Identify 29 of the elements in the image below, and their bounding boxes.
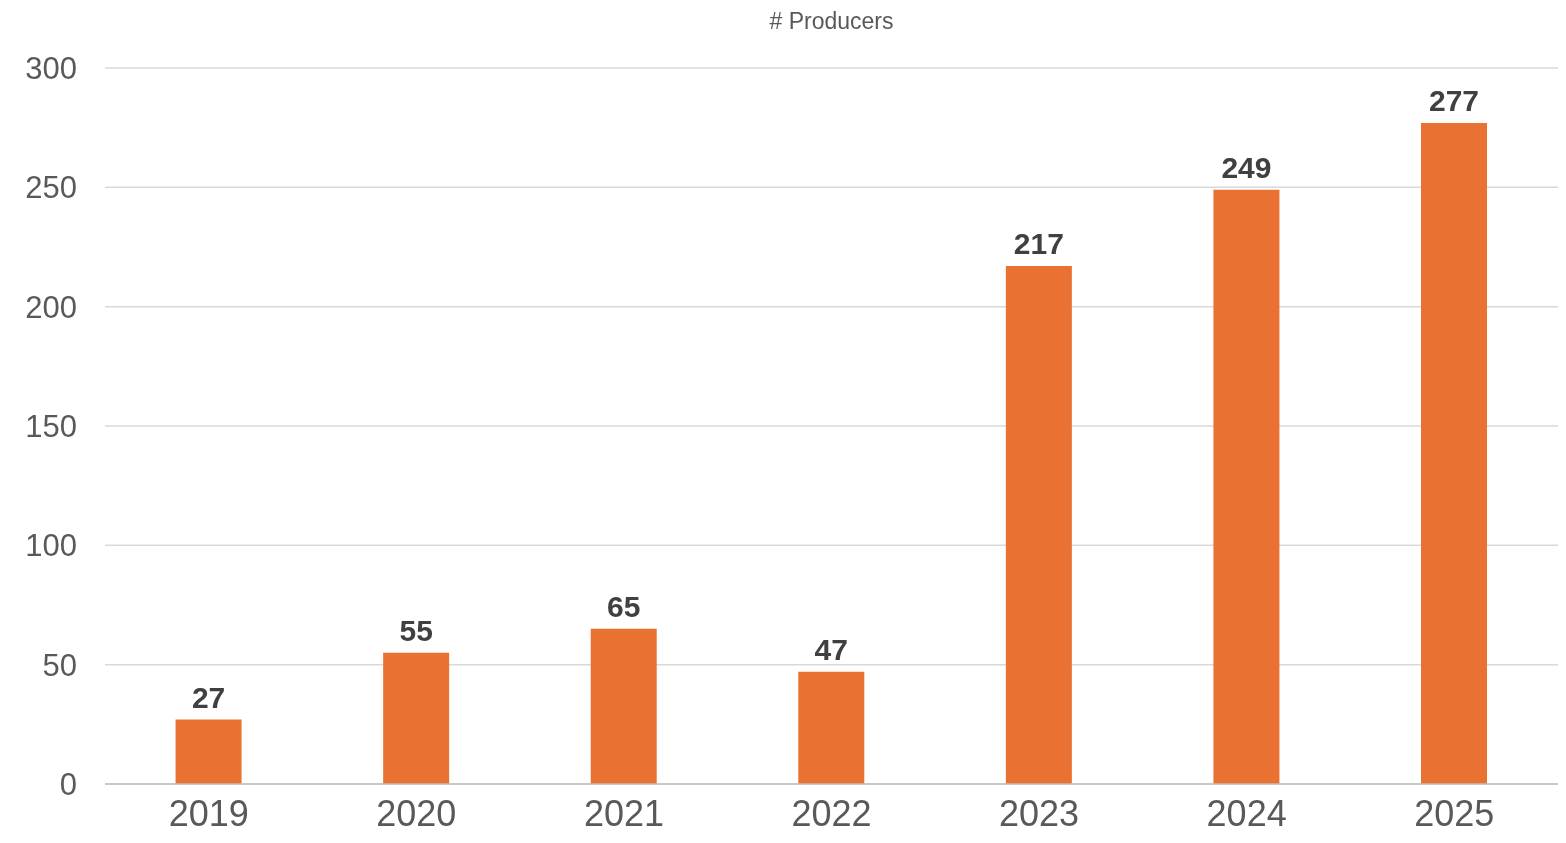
data-label: 55: [399, 613, 433, 647]
chart-title: # Producers: [768, 8, 895, 35]
data-label: 217: [1013, 227, 1064, 261]
bar: [1421, 122, 1487, 784]
bar: [1005, 266, 1072, 784]
y-tick-label: 100: [25, 528, 77, 564]
y-tick-label: 50: [42, 647, 77, 683]
bar: [590, 628, 657, 784]
x-tick-label: 2022: [791, 792, 872, 834]
y-tick-label: 150: [25, 409, 77, 445]
x-tick-label: 2024: [1206, 792, 1287, 834]
bar: [1213, 189, 1280, 784]
x-tick-label: 2023: [999, 792, 1080, 834]
y-tick-label: 0: [59, 767, 77, 803]
bar: [798, 671, 865, 784]
data-label: 27: [191, 680, 226, 714]
data-label: 65: [607, 589, 641, 623]
data-label: 249: [1221, 150, 1272, 184]
x-tick-label: 2025: [1414, 792, 1495, 834]
bar: [383, 652, 450, 784]
bar: [175, 719, 242, 784]
x-tick-label: 2021: [583, 792, 664, 834]
data-label: 47: [814, 632, 848, 666]
y-tick-label: 250: [25, 170, 77, 206]
x-tick-label: 2020: [376, 792, 457, 834]
y-tick-label: 300: [25, 51, 77, 86]
y-tick-label: 200: [25, 289, 77, 325]
x-tick-label: 2019: [168, 792, 249, 834]
data-label: 277: [1428, 83, 1480, 117]
